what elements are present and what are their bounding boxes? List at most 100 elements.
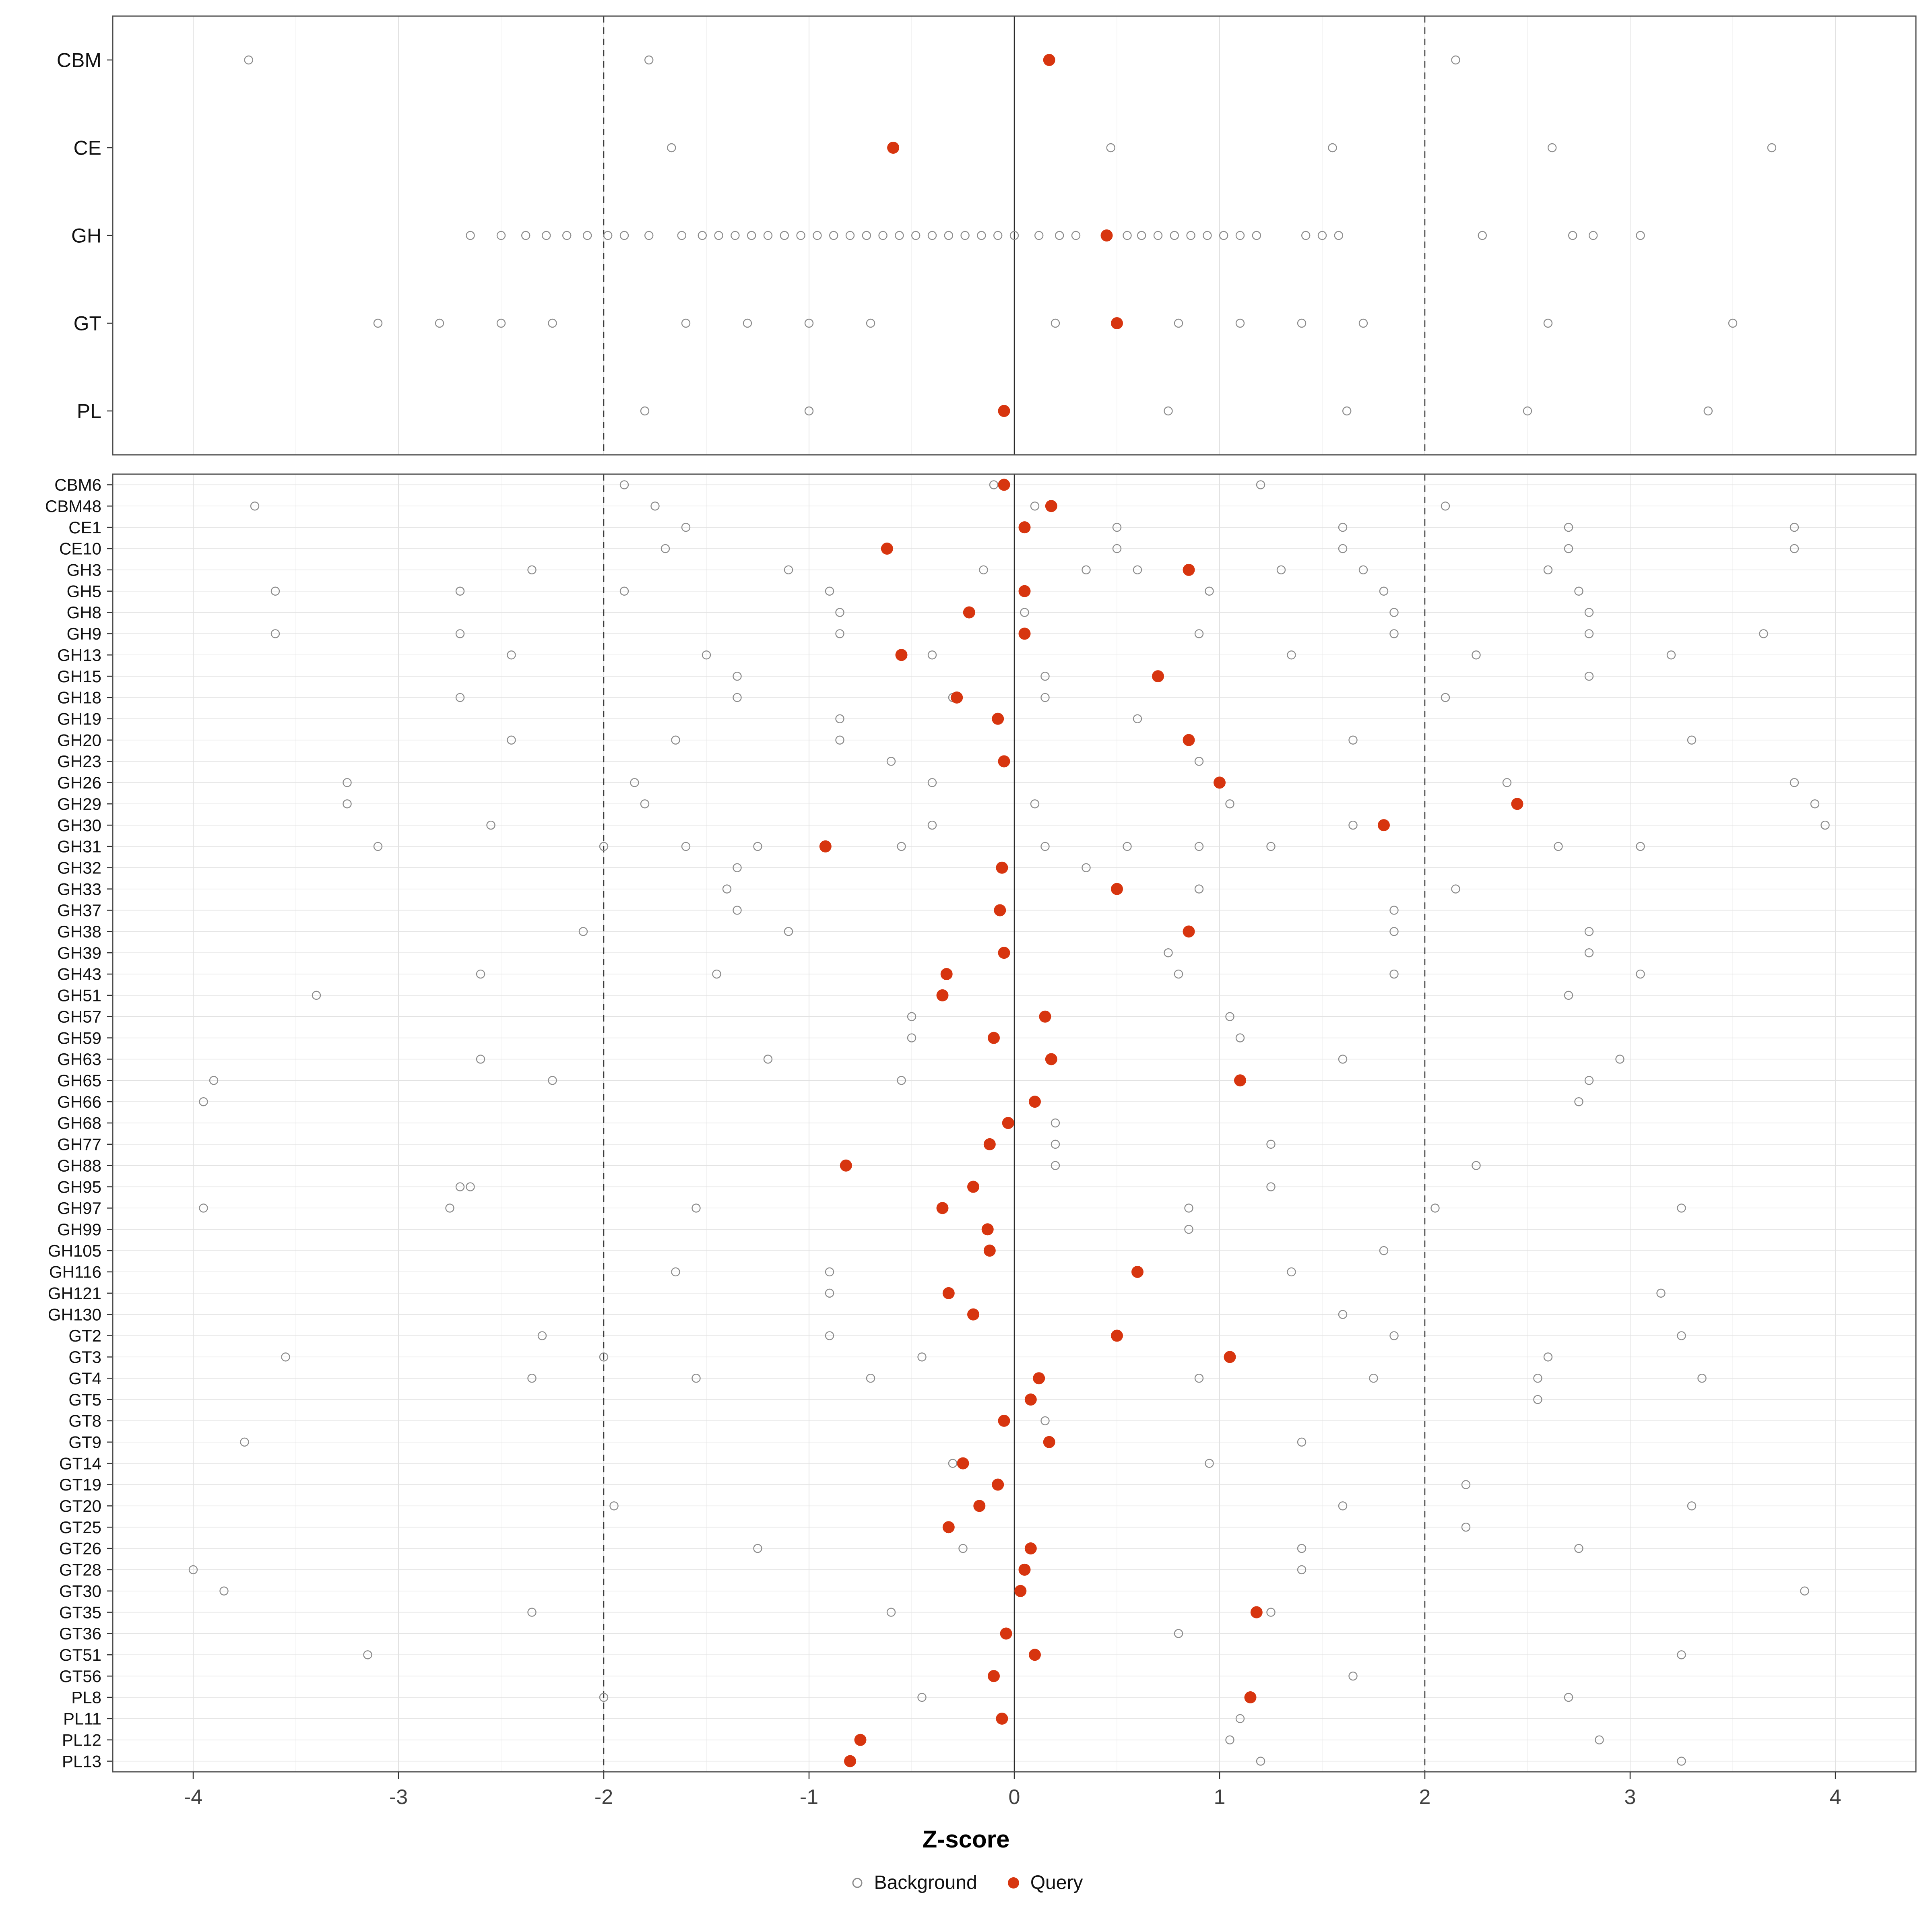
background-point — [960, 231, 970, 240]
query-point — [967, 1308, 979, 1321]
background-point — [1219, 231, 1228, 240]
background-point — [496, 318, 506, 328]
y-axis-label: GH39 — [57, 943, 101, 962]
background-point — [944, 231, 954, 240]
background-point — [784, 565, 793, 575]
y-axis-label: GH29 — [57, 795, 101, 813]
background-point — [1574, 1544, 1583, 1553]
background-point — [1728, 318, 1738, 328]
query-point — [1024, 1393, 1037, 1406]
panel-border — [112, 15, 1917, 456]
background-point — [1584, 927, 1594, 936]
background-point — [897, 1076, 906, 1085]
background-point — [619, 586, 629, 596]
background-point — [1040, 671, 1050, 681]
background-point — [1184, 1203, 1193, 1213]
background-point — [845, 231, 855, 240]
y-axis-label: GT30 — [59, 1581, 101, 1600]
background-point — [1194, 884, 1204, 894]
background-point — [219, 1586, 229, 1596]
background-point — [1697, 1374, 1707, 1383]
background-point — [1338, 1501, 1348, 1511]
background-point — [747, 231, 756, 240]
y-axis-label: CBM6 — [54, 475, 101, 494]
background-point — [1584, 629, 1594, 638]
background-point — [698, 231, 707, 240]
background-point — [1568, 231, 1577, 240]
query-point — [1018, 1563, 1031, 1576]
background-point — [644, 231, 654, 240]
y-axis-label: GH51 — [57, 986, 101, 1005]
background-point — [521, 231, 530, 240]
y-axis-label: GH57 — [57, 1007, 101, 1026]
background-point — [993, 231, 1003, 240]
background-point — [1767, 143, 1777, 153]
y-axis-label: GT35 — [59, 1603, 101, 1622]
y-axis-label: GH68 — [57, 1114, 101, 1133]
legend-marker-background — [852, 1878, 863, 1888]
background-point — [1266, 1608, 1276, 1617]
background-point — [578, 927, 588, 936]
x-axis-tick-label: -3 — [389, 1785, 408, 1809]
y-axis-label: GH88 — [57, 1156, 101, 1175]
background-point — [343, 778, 352, 787]
query-point — [998, 1414, 1010, 1427]
background-point — [599, 842, 609, 851]
background-point — [527, 1608, 537, 1617]
background-point — [825, 586, 834, 596]
background-point — [835, 608, 844, 617]
background-point — [927, 778, 937, 787]
background-point — [1174, 318, 1183, 328]
background-point — [373, 842, 383, 851]
background-point — [1472, 1161, 1481, 1170]
background-point — [1472, 650, 1481, 660]
y-axis-label: GH97 — [57, 1199, 101, 1218]
background-point — [1389, 608, 1399, 617]
background-point — [1164, 948, 1173, 958]
y-axis-label: GT4 — [68, 1369, 101, 1388]
background-point — [1369, 1374, 1378, 1383]
background-point — [835, 714, 844, 724]
background-point — [733, 863, 742, 872]
background-point — [1133, 714, 1142, 724]
background-point — [548, 318, 557, 328]
y-axis-label: CE10 — [59, 539, 101, 558]
background-point — [731, 231, 740, 240]
query-point — [988, 1670, 1000, 1682]
background-point — [681, 842, 691, 851]
background-point — [1194, 629, 1204, 638]
background-point — [312, 991, 321, 1000]
y-axis-label: GT2 — [68, 1326, 101, 1345]
background-point — [927, 820, 937, 830]
query-point — [996, 1712, 1008, 1725]
y-axis-label: GH37 — [57, 901, 101, 920]
x-axis-tick-label: 1 — [1214, 1785, 1226, 1809]
y-axis-label: GH59 — [57, 1028, 101, 1047]
background-point — [733, 906, 742, 915]
background-point — [209, 1076, 219, 1085]
query-point — [983, 1245, 996, 1257]
background-point — [763, 231, 773, 240]
background-point — [1009, 231, 1019, 240]
y-axis-label: GH130 — [48, 1305, 101, 1324]
x-axis-tick-label: 3 — [1624, 1785, 1636, 1809]
y-axis-label: PL11 — [63, 1709, 101, 1728]
background-point — [1379, 586, 1389, 596]
background-point — [1821, 820, 1830, 830]
query-point — [996, 861, 1008, 874]
background-point — [677, 231, 687, 240]
y-axis-label: GH9 — [67, 624, 101, 643]
y-axis-label: GT — [74, 312, 101, 335]
background-point — [1584, 671, 1594, 681]
background-point — [281, 1352, 290, 1362]
background-point — [1252, 231, 1261, 240]
background-point — [804, 318, 814, 328]
background-point — [1137, 231, 1146, 240]
background-point — [1543, 1352, 1553, 1362]
background-point — [1564, 991, 1573, 1000]
background-point — [1205, 1459, 1214, 1468]
background-point — [1301, 231, 1311, 240]
background-point — [796, 231, 805, 240]
background-point — [911, 231, 921, 240]
background-point — [667, 143, 676, 153]
